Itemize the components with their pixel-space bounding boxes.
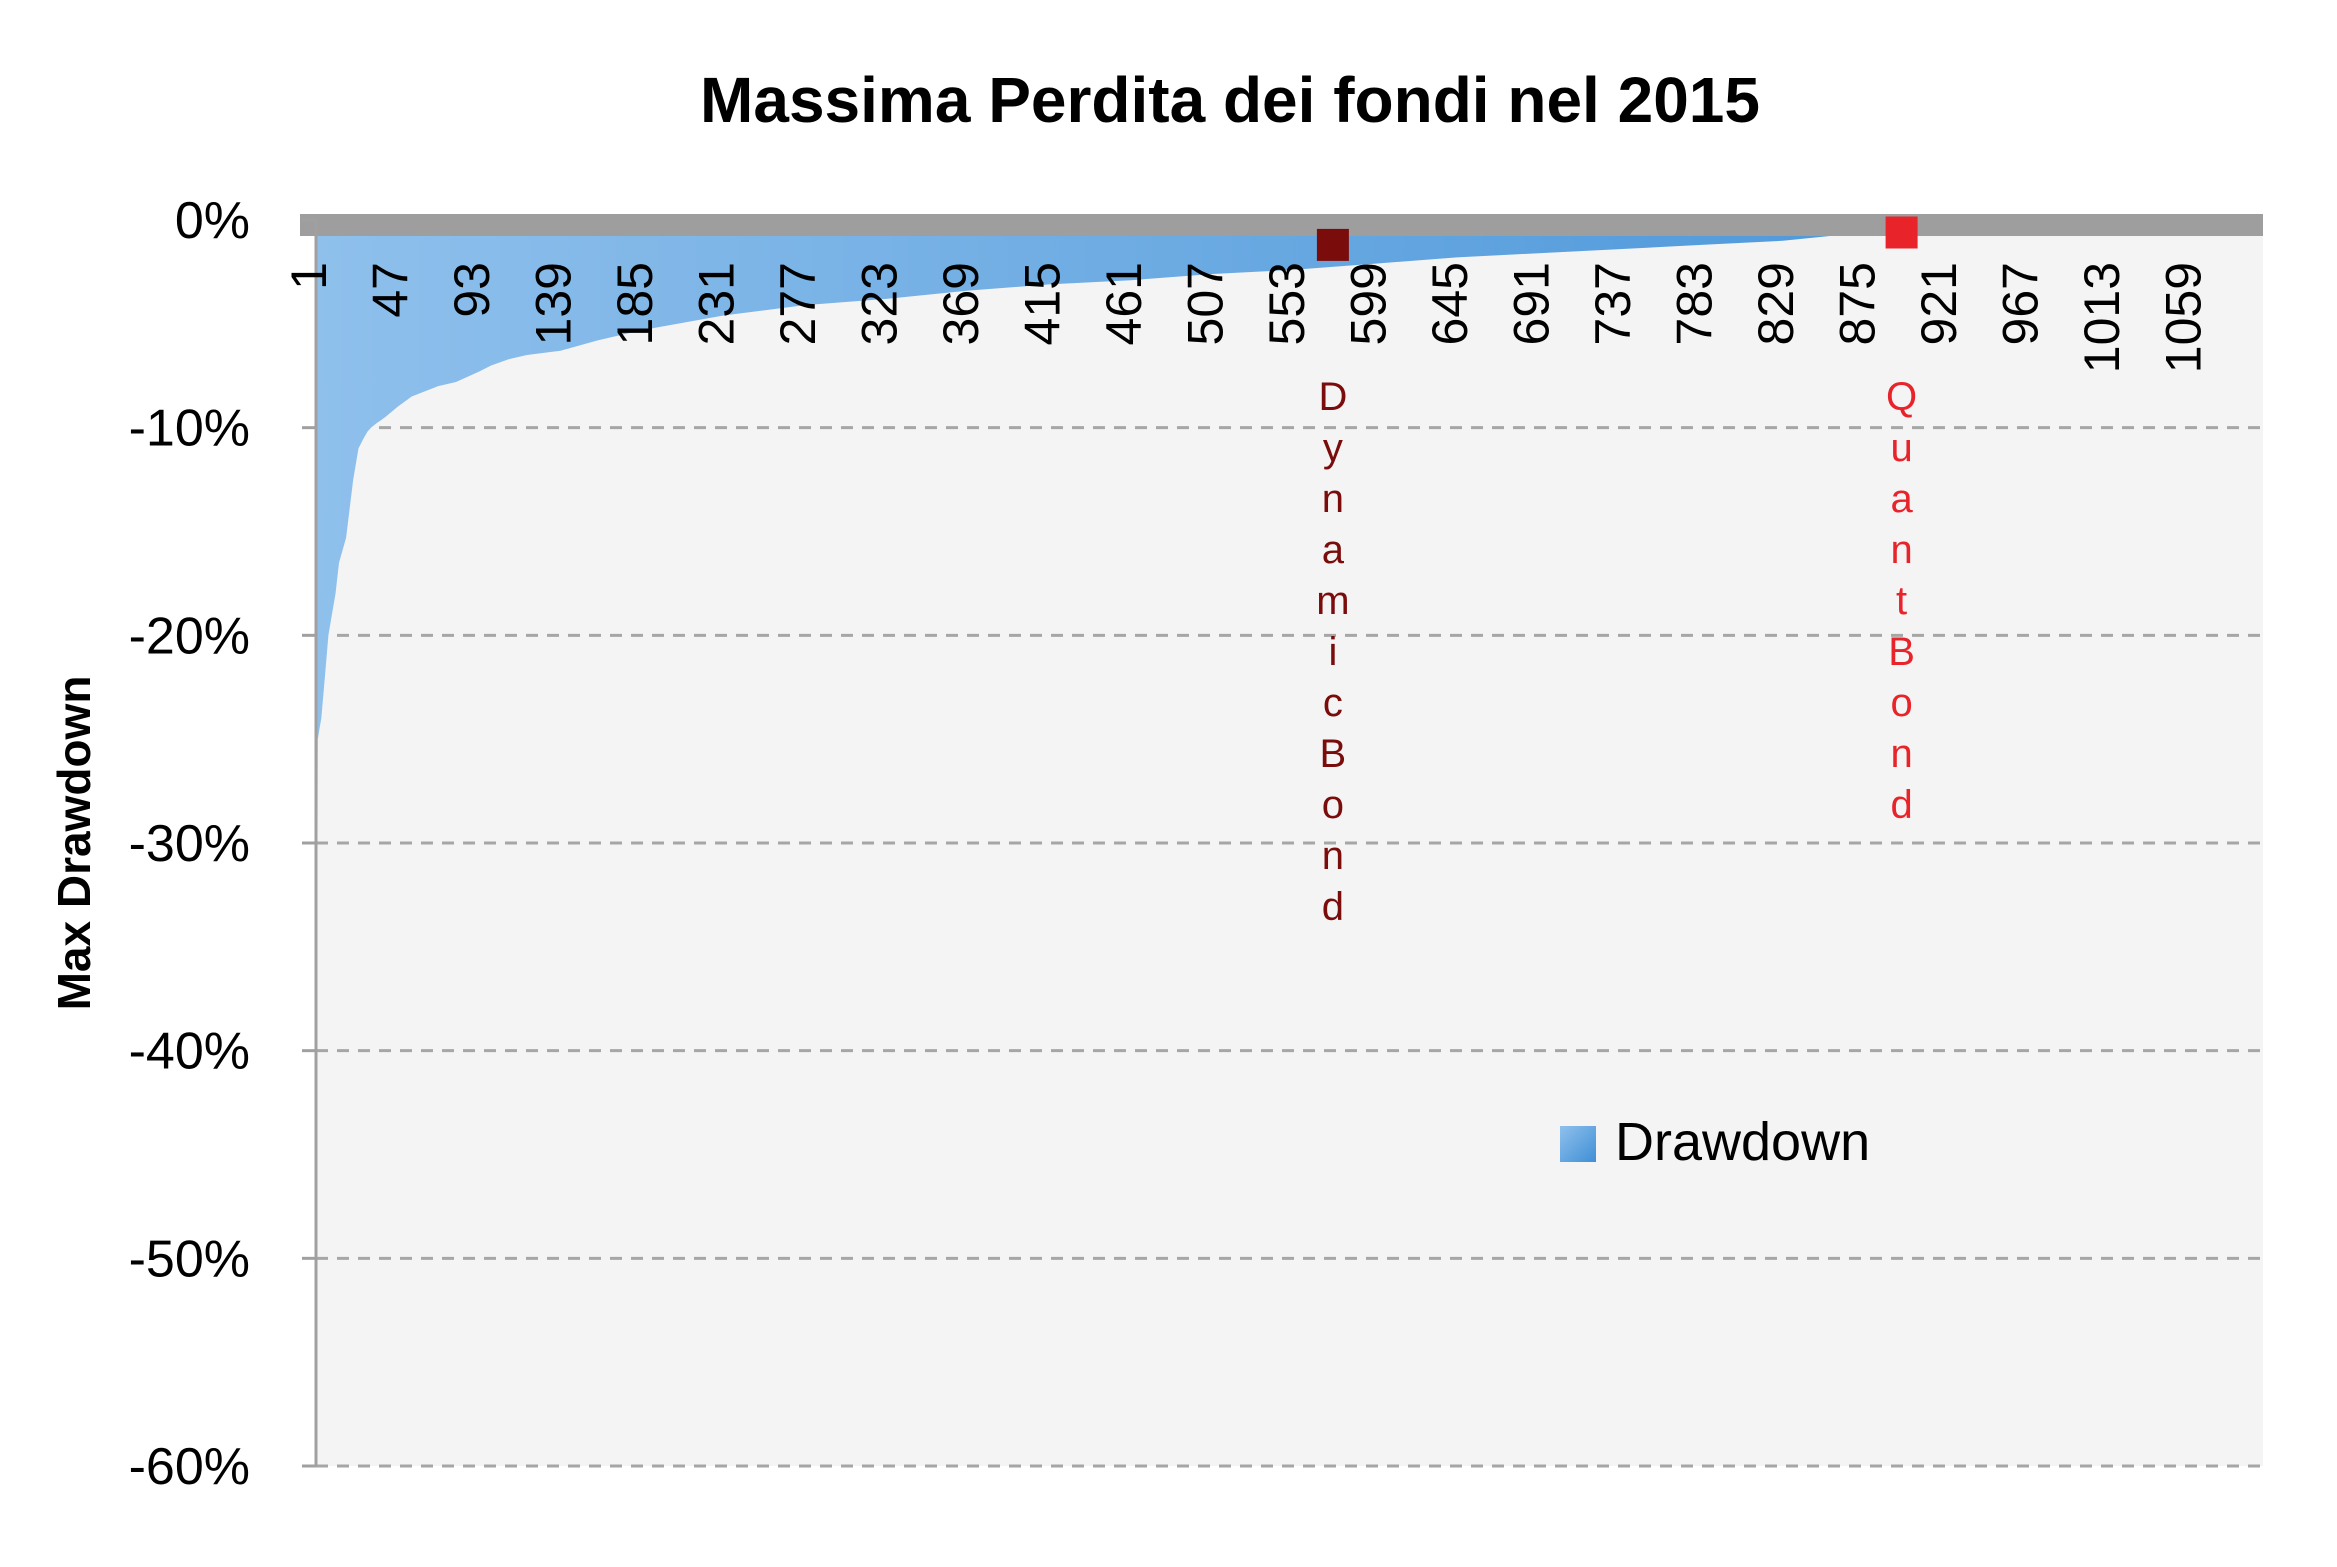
x-tick-label: 415 (1014, 262, 1070, 345)
x-axis-tick-labels: 1 47 93 139 185 231 277 323 369 415 461 507 553 599 64… (281, 262, 2211, 373)
y-tick-label: 0% (175, 192, 250, 250)
grid-lines (316, 426, 2263, 1468)
x-tick-label: 553 (1259, 262, 1315, 345)
x-tick-label: 921 (1911, 262, 1967, 345)
y-tick-label: -10% (129, 400, 250, 458)
x-tick-label: 323 (852, 262, 908, 345)
y-tick-label: -30% (129, 815, 250, 873)
x-tick-label: 139 (526, 262, 582, 345)
x-tick-label: 507 (1177, 262, 1233, 345)
marker-dynamicbond (1316, 228, 1349, 261)
legend-swatch-drawdown (1560, 1126, 1596, 1162)
x-tick-label: 737 (1585, 262, 1641, 345)
x-tick-label: 1013 (2074, 262, 2130, 373)
marker-quantbond (1885, 216, 1918, 249)
chart-title: Massima Perdita dei fondi nel 2015 (700, 64, 1760, 136)
y-tick-label: -20% (129, 607, 250, 665)
y-tick-label: -60% (129, 1438, 250, 1496)
x-tick-label: 1 (281, 262, 337, 290)
y-axis: 0% -10% -20% -30% -40% -50% -60% (129, 192, 318, 1496)
legend: Drawdown (1560, 1112, 1870, 1172)
x-tick-label: 461 (1096, 262, 1152, 345)
x-tick-label: 277 (770, 262, 826, 345)
x-tick-label: 93 (444, 262, 500, 318)
x-tick-label: 185 (607, 262, 663, 345)
series-drawdown-area (316, 220, 2263, 1311)
x-tick-label: 1059 (2155, 262, 2211, 373)
x-tick-label: 691 (1503, 262, 1559, 345)
y-tick-label: -50% (129, 1230, 250, 1288)
x-tick-label: 645 (1422, 262, 1478, 345)
y-axis-label: Max Drawdown (48, 676, 100, 1011)
x-tick-label: 47 (363, 262, 419, 318)
zero-band (300, 214, 2263, 236)
y-tick-label: -40% (129, 1023, 250, 1081)
legend-label-drawdown: Drawdown (1615, 1112, 1870, 1172)
x-tick-label: 829 (1748, 262, 1804, 345)
x-tick-label: 599 (1340, 262, 1396, 345)
x-tick-label: 967 (1992, 262, 2048, 345)
zero-axis-band (300, 214, 2263, 236)
drawdown-area (316, 220, 2263, 1311)
x-tick-label: 369 (933, 262, 989, 345)
x-tick-label: 231 (689, 262, 745, 345)
x-tick-label: 783 (1666, 262, 1722, 345)
x-tick-label: 875 (1829, 262, 1885, 345)
